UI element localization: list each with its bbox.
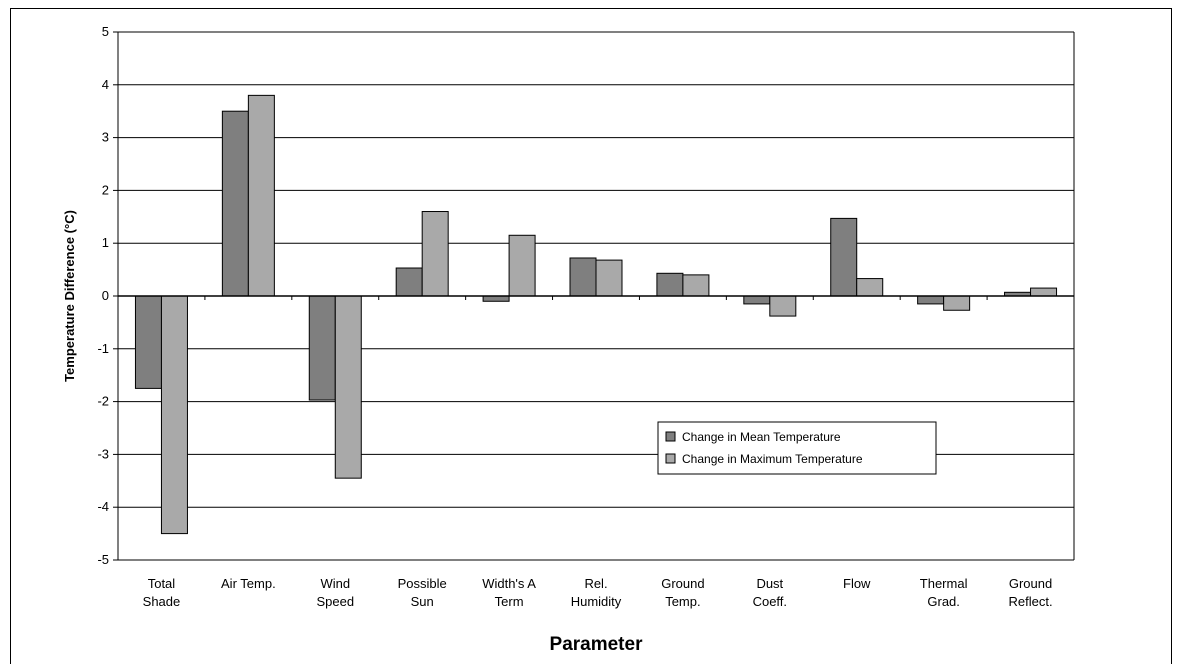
x-category-label: Shade bbox=[143, 594, 181, 609]
y-tick-label: 5 bbox=[102, 24, 109, 39]
x-category-label: Dust bbox=[756, 576, 783, 591]
legend-label: Change in Maximum Temperature bbox=[682, 452, 863, 466]
bar-max bbox=[682, 274, 710, 297]
x-category-label: Ground bbox=[661, 576, 704, 591]
x-category-label: Rel. bbox=[584, 576, 607, 591]
y-tick-label: 3 bbox=[102, 130, 109, 145]
x-category-label: Wind bbox=[320, 576, 350, 591]
legend-swatch bbox=[665, 453, 676, 464]
y-tick-label: 0 bbox=[102, 288, 109, 303]
bar-mean bbox=[743, 295, 771, 305]
y-tick-label: -4 bbox=[97, 499, 109, 514]
x-category-label: Ground bbox=[1009, 576, 1052, 591]
bar-mean bbox=[569, 257, 597, 297]
x-category-label: Sun bbox=[411, 594, 434, 609]
bar-max bbox=[1030, 287, 1058, 297]
figure-frame bbox=[10, 8, 1172, 664]
x-category-label: Speed bbox=[316, 594, 354, 609]
y-axis-title: Temperature Difference (°C) bbox=[62, 210, 77, 382]
legend-box bbox=[657, 421, 937, 475]
x-category-label: Reflect. bbox=[1009, 594, 1053, 609]
bar-max bbox=[508, 234, 536, 297]
x-category-label: Humidity bbox=[571, 594, 622, 609]
legend-swatch bbox=[665, 431, 676, 442]
bar-max bbox=[943, 295, 971, 311]
x-category-label: Possible bbox=[398, 576, 447, 591]
y-tick-labels: 5 4 3 2 1 0 -1 -2 -3 -4 -5 bbox=[97, 24, 109, 567]
bar-max bbox=[160, 295, 188, 535]
y-tick-label: -5 bbox=[97, 552, 109, 567]
bar-mean bbox=[917, 295, 945, 305]
bar-max bbox=[334, 295, 362, 479]
x-category-labels: Total Shade Air Temp. Wind Speed Possible Sun W… bbox=[143, 576, 1053, 609]
y-tick-label: -1 bbox=[97, 341, 109, 356]
bar-mean bbox=[656, 272, 684, 297]
legend: Change in Mean Temperature Change in Maxi… bbox=[657, 421, 937, 475]
bar-mean bbox=[830, 217, 858, 297]
x-category-label: Grad. bbox=[927, 594, 960, 609]
x-category-label: Temp. bbox=[665, 594, 700, 609]
bar-max bbox=[421, 211, 449, 297]
y-tick-label: 1 bbox=[102, 235, 109, 250]
bar-max bbox=[247, 94, 275, 297]
y-tick-label: 4 bbox=[102, 77, 109, 92]
bar-max bbox=[595, 259, 623, 297]
bar-mean bbox=[134, 295, 162, 389]
bar-mean bbox=[395, 267, 423, 297]
x-category-label: Width's A bbox=[482, 576, 536, 591]
y-tick-label: -2 bbox=[97, 394, 109, 409]
bar-max bbox=[856, 278, 884, 297]
x-category-label: Flow bbox=[843, 576, 871, 591]
bar-mean bbox=[221, 110, 249, 297]
x-category-label: Air Temp. bbox=[221, 576, 276, 591]
x-category-label: Thermal bbox=[920, 576, 968, 591]
x-category-label: Total bbox=[148, 576, 176, 591]
legend-label: Change in Mean Temperature bbox=[682, 430, 841, 444]
x-category-label: Term bbox=[495, 594, 524, 609]
bars bbox=[134, 94, 1058, 535]
x-axis-title: Parameter bbox=[550, 634, 644, 655]
y-tick-label: -3 bbox=[97, 446, 109, 461]
x-category-label: Coeff. bbox=[753, 594, 787, 609]
bar-mean bbox=[482, 295, 510, 302]
y-tick-label: 2 bbox=[102, 182, 109, 197]
bar-max bbox=[769, 295, 797, 317]
axes bbox=[113, 31, 1075, 561]
bar-mean bbox=[308, 295, 336, 401]
